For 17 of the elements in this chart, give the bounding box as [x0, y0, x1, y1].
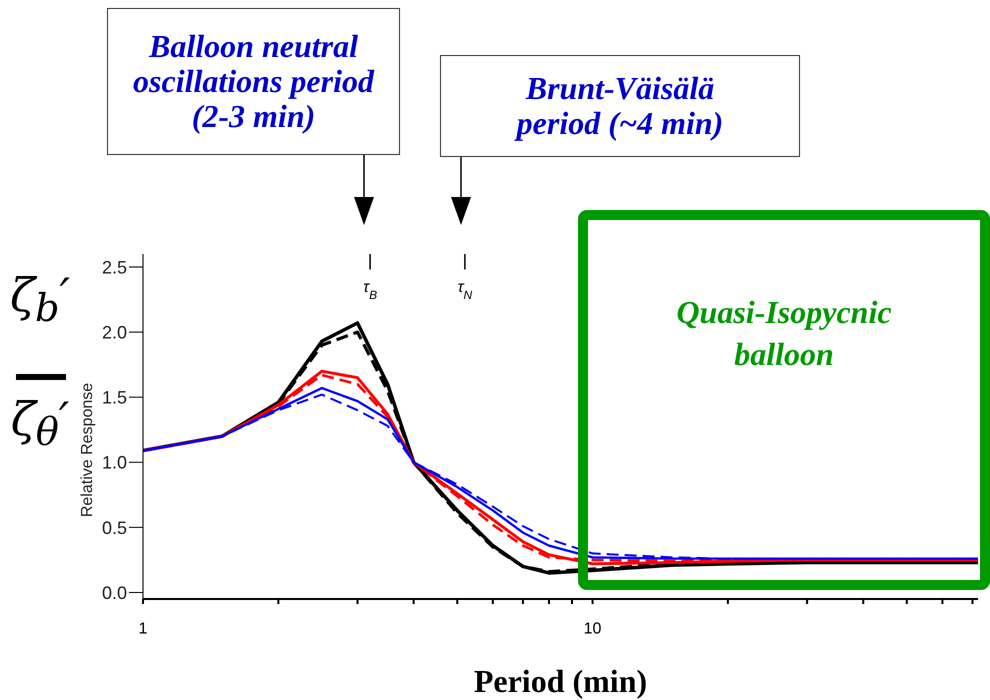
annotation: Quasi-Isopycnic balloon: [675, 293, 893, 374]
x-tick-label: 10: [584, 620, 602, 638]
y-axis-title: Relative Response: [79, 382, 97, 518]
y-tick-label: 2.5: [102, 257, 127, 278]
text: Brunt-Väisälä period (~4 min): [440, 55, 800, 157]
y-tick-label: 1.5: [102, 388, 127, 408]
x-tick-label: 1: [138, 620, 148, 638]
text: Balloon neutral oscillations period (2-3 min): [107, 8, 400, 155]
y-tick-label: 0.5: [102, 518, 127, 538]
ref-line-label: τ$_{B}$: [363, 279, 378, 302]
text: ζ$_{θ}$′: [10, 392, 70, 456]
y-tick-label: 1.0: [102, 452, 127, 473]
y-tick-label: 0.0: [102, 582, 127, 603]
y-tick-label: 2.0: [102, 322, 127, 343]
x-axis-title: Period (min): [474, 663, 648, 699]
ref-line-label: τ$_{N}$: [458, 279, 473, 302]
text: ζ$_{b}$′: [10, 268, 70, 332]
